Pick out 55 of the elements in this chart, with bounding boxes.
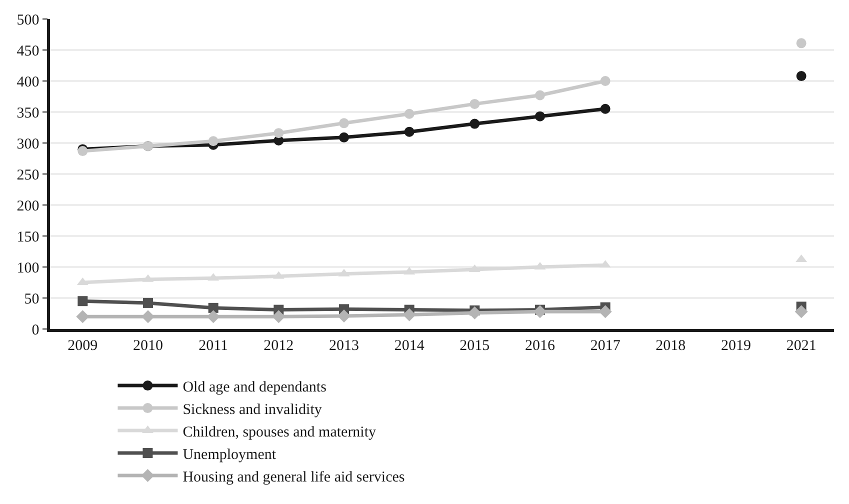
legend-label: Old age and dependants	[182, 379, 327, 396]
x-tick-label: 2010	[133, 338, 163, 354]
y-tick-label: 500	[16, 12, 40, 28]
point	[534, 305, 546, 318]
point	[598, 305, 612, 318]
point	[274, 128, 284, 138]
point	[338, 309, 350, 322]
point	[470, 98, 480, 109]
point	[600, 76, 610, 86]
point	[78, 296, 88, 306]
y-tick-label: 50	[24, 291, 40, 308]
y-tick-label: 350	[16, 105, 40, 122]
x-tick-label: 2015	[460, 338, 490, 354]
x-tick-label: 2019	[721, 338, 751, 354]
legend-label: Unemployment	[182, 446, 277, 463]
y-tick-label: 450	[16, 43, 40, 60]
point	[208, 136, 218, 146]
point	[402, 308, 416, 322]
point	[272, 310, 286, 324]
point	[143, 298, 153, 308]
point	[796, 38, 806, 48]
point	[404, 126, 414, 137]
point	[404, 108, 414, 119]
point	[470, 118, 480, 129]
x-tick-label: 2021	[786, 338, 816, 354]
y-tick-label: 100	[16, 260, 40, 276]
point	[206, 310, 220, 324]
x-tick-label: 2016	[525, 338, 556, 354]
x-tick-label: 2009	[68, 338, 98, 354]
point	[600, 104, 610, 114]
point	[794, 305, 808, 318]
x-tick-label: 2012	[264, 338, 294, 354]
y-tick-label: 150	[16, 229, 40, 246]
point	[535, 111, 545, 122]
point	[468, 306, 482, 320]
y-tick-label: 300	[16, 136, 40, 152]
point	[535, 90, 545, 100]
point	[76, 310, 90, 324]
legend-label: Sickness and invalidity	[182, 402, 322, 418]
x-tick-label: 2013	[329, 338, 359, 354]
x-tick-label: 2017	[590, 338, 621, 354]
point	[142, 310, 154, 324]
x-tick-label: 2018	[656, 338, 686, 354]
point	[339, 118, 349, 128]
y-tick-label: 250	[16, 167, 40, 184]
point	[796, 71, 806, 82]
x-tick-label: 2014	[394, 338, 425, 354]
y-tick-label: 0	[32, 322, 40, 338]
legend-label: Housing and general life aid services	[182, 469, 405, 486]
legend-label: Children, spouses and maternity	[182, 424, 377, 440]
y-tick-label: 400	[16, 74, 40, 90]
point	[208, 302, 218, 313]
x-tick-label: 2011	[198, 338, 228, 354]
point	[339, 132, 349, 142]
y-tick-label: 200	[16, 198, 40, 214]
